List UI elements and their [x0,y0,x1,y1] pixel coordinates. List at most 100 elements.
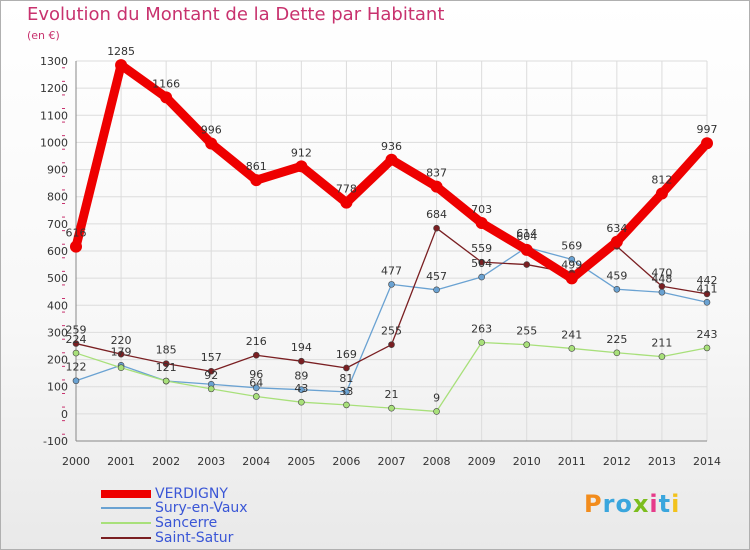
data-label-sury-en-vaux: 179 [111,345,132,358]
data-label-verdigny: 936 [381,140,402,153]
data-point-saint-satur [298,357,305,365]
data-label-sancerre: 241 [561,328,582,341]
data-label-sury-en-vaux: 89 [294,370,308,383]
data-label-sancerre: 64 [249,376,263,389]
legend-item-sancerre: Sancerre [101,515,218,531]
y-tick-label: 1000 [40,136,68,149]
x-tick-label: 2009 [468,455,496,468]
data-label-sancerre: 33 [339,385,353,398]
data-point-sury-en-vaux [658,288,666,296]
data-point-sancerre [117,364,125,372]
data-point-verdigny [430,180,443,193]
data-label-sury-en-vaux: 411 [697,282,718,295]
legend-label-verdigny: VERDIGNY [155,486,228,502]
data-point-saint-satur [388,341,395,348]
y-tick-label: 800 [47,191,68,204]
legend-swatch-saint-satur [101,537,151,539]
legend-label-sancerre: Sancerre [155,515,218,531]
data-point-verdigny [701,137,713,150]
data-point-verdigny [205,137,218,150]
data-point-sury-en-vaux [613,285,621,293]
data-label-verdigny: 1285 [107,45,135,58]
data-label-verdigny: 1166 [152,77,180,90]
data-label-sury-en-vaux: 96 [249,368,263,381]
data-label-sancerre: 211 [651,337,672,350]
x-tick-label: 2013 [648,455,676,468]
x-tick-label: 2008 [423,455,451,468]
data-label-saint-satur: 684 [426,208,447,221]
data-label-sury-en-vaux: 459 [606,269,627,282]
data-point-sancerre [613,349,621,357]
data-label-verdigny: 912 [291,146,312,159]
series-points [70,59,713,415]
data-label-saint-satur: 559 [471,242,492,255]
legend-item-saint-satur: Saint-Satur [101,530,233,546]
data-label-verdigny: 703 [471,203,492,216]
data-point-sancerre [433,408,440,415]
logo-letter: P [584,490,603,518]
y-tick-label: 100 [47,381,68,394]
data-point-verdigny [340,196,353,209]
data-point-sury-en-vaux [478,273,485,281]
data-label-sancerre: 21 [385,388,399,401]
data-point-sancerre [523,341,531,348]
data-label-sury-en-vaux: 504 [471,257,492,270]
data-point-verdigny [115,59,128,72]
data-point-sury-en-vaux [343,388,350,396]
data-point-sancerre [343,401,350,409]
data-label-sancerre: 255 [516,325,537,338]
data-label-saint-satur: 470 [651,266,672,279]
data-label-saint-satur: 220 [111,334,132,347]
y-tick-label: 200 [47,354,68,367]
data-point-sury-en-vaux [72,377,80,385]
tick-labels: -100 0 100 200 300 400 500 600 700 800 900 1000 1100… [40,55,721,468]
logo-letter: r [602,490,616,518]
data-point-verdigny [250,174,263,187]
logo-letter: i [671,490,681,518]
data-point-sancerre [388,404,395,412]
x-tick-label: 2014 [693,455,721,468]
data-point-sancerre [298,398,305,406]
data-label-verdigny: 604 [516,230,537,243]
x-tick-label: 2000 [62,455,90,468]
data-point-sury-en-vaux [703,298,711,306]
data-point-verdigny [385,153,398,166]
data-point-saint-satur [72,340,80,347]
legend-swatch-sancerre [101,522,151,524]
data-label-sury-en-vaux: 448 [651,272,672,285]
data-point-saint-satur [433,224,440,232]
data-point-sury-en-vaux [433,286,440,294]
data-label-sury-en-vaux: 121 [156,361,177,374]
legend-label-sury: Sury-en-Vaux [155,500,248,516]
data-point-saint-satur [117,350,125,358]
data-label-saint-satur: 194 [291,341,312,354]
data-label-sury-en-vaux: 477 [381,264,402,277]
x-tick-label: 2003 [197,455,225,468]
x-tick-label: 2010 [513,455,541,468]
data-label-saint-satur: 185 [156,344,177,357]
data-point-sancerre [568,345,576,352]
data-point-verdigny [295,160,308,173]
y-tick-label: 1100 [40,109,68,122]
y-tick-label: 300 [47,326,68,339]
data-point-verdigny [655,187,668,200]
data-point-saint-satur [523,261,531,268]
chart-title: Evolution du Montant de la Dette par Hab… [27,4,445,25]
legend-swatch-sury [101,507,151,509]
data-point-saint-satur [703,290,711,298]
data-label-verdigny: 499 [561,258,582,271]
y-tick-label: 600 [47,245,68,258]
data-label-verdigny: 616 [66,227,87,240]
y-tick-label: 400 [47,299,68,312]
data-point-saint-satur [162,360,170,367]
y-tick-label: 700 [47,218,68,231]
data-label-sancerre: 9 [433,391,440,404]
data-label-sancerre: 263 [471,322,492,335]
data-point-saint-satur [478,258,485,266]
logo-letter: t [658,490,672,518]
data-point-sury-en-vaux [298,386,305,394]
data-point-sancerre [162,377,170,385]
data-label-saint-satur: 169 [336,348,357,361]
